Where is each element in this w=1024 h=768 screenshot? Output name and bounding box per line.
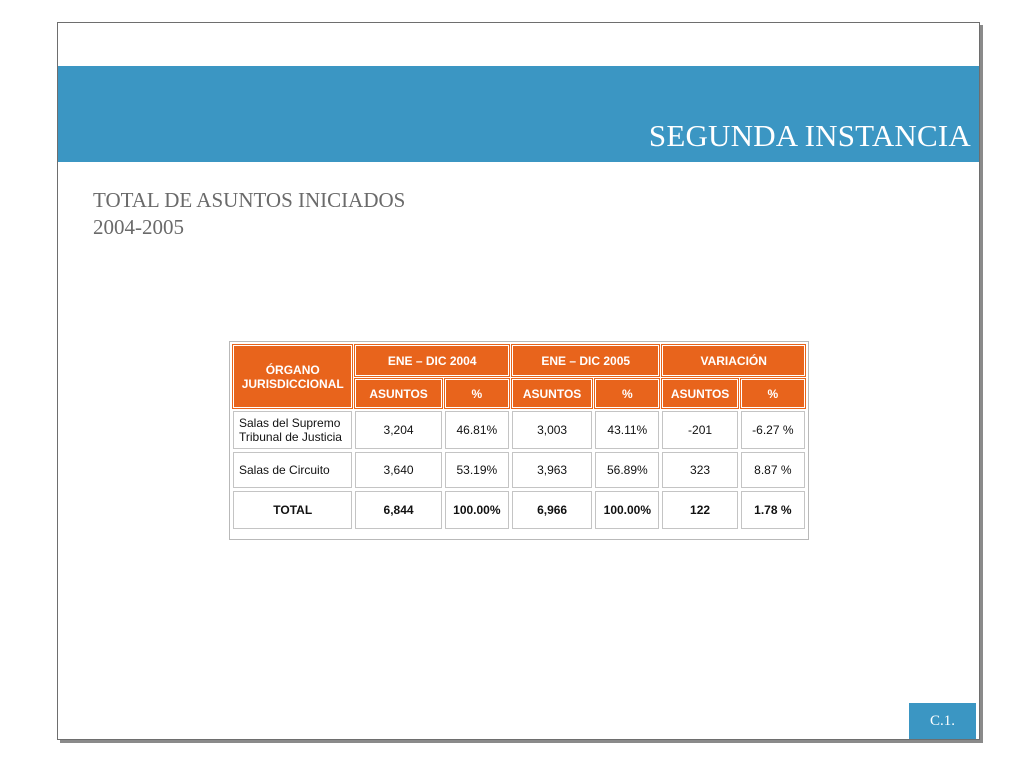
subheader-pct-2005: % (594, 378, 661, 409)
cell-organo: Salas de Circuito (233, 452, 353, 488)
table-row: Salas del Supremo Tribunal de Justicia 3… (233, 411, 805, 449)
total-row: TOTAL 6,844 100.00% 6,966 100.00% 122 1.… (233, 491, 805, 529)
subtitle-line-1: TOTAL DE ASUNTOS INICIADOS (93, 188, 406, 212)
subheader-asuntos-2005: ASUNTOS (510, 378, 594, 409)
slide-number-badge: C.1. (909, 703, 976, 739)
cell-total-pct-2004: 100.00% (444, 491, 509, 529)
title-banner: SEGUNDA INSTANCIA (58, 66, 979, 162)
cell-asuntos-2005: 3,963 (511, 452, 593, 488)
data-table: ÓRGANO JURISDICCIONAL ENE – DIC 2004 ENE… (230, 342, 808, 532)
cell-pct-2004: 46.81% (444, 411, 509, 449)
cell-pct-2004: 53.19% (444, 452, 509, 488)
header-2005: ENE – DIC 2005 (510, 344, 661, 377)
cell-asuntos-2004: 3,640 (355, 452, 442, 488)
cell-pct-variacion: -6.27 % (740, 411, 805, 449)
subheader-pct-2004: % (443, 378, 510, 409)
header-organo: ÓRGANO JURISDICCIONAL (231, 344, 354, 409)
slide-number: C.1. (929, 712, 955, 729)
cell-pct-2005: 56.89% (595, 452, 660, 488)
data-table-frame: ÓRGANO JURISDICCIONAL ENE – DIC 2004 ENE… (229, 341, 809, 540)
subheader-asuntos-2004: ASUNTOS (354, 378, 443, 409)
cell-asuntos-2004: 3,204 (355, 411, 442, 449)
subtitle: TOTAL DE ASUNTOS INICIADOS 2004-2005 (93, 187, 405, 241)
header-variacion: VARIACIÓN (661, 344, 806, 377)
table-row: Salas de Circuito 3,640 53.19% 3,963 56.… (233, 452, 805, 488)
cell-pct-2005: 43.11% (595, 411, 660, 449)
cell-organo: Salas del Supremo Tribunal de Justicia (233, 411, 353, 449)
cell-total-asuntos-2004: 6,844 (355, 491, 442, 529)
cell-total-asuntos-2005: 6,966 (511, 491, 593, 529)
cell-pct-variacion: 8.87 % (740, 452, 805, 488)
subheader-asuntos-variacion: ASUNTOS (661, 378, 739, 409)
slide: SEGUNDA INSTANCIA TOTAL DE ASUNTOS INICI… (57, 22, 980, 740)
header-2004: ENE – DIC 2004 (354, 344, 510, 377)
cell-total-pct-2005: 100.00% (595, 491, 660, 529)
cell-total-pct-variacion: 1.78 % (740, 491, 805, 529)
cell-asuntos-variacion: -201 (662, 411, 738, 449)
cell-total-label: TOTAL (233, 491, 353, 529)
cell-total-asuntos-variacion: 122 (662, 491, 738, 529)
cell-asuntos-2005: 3,003 (511, 411, 593, 449)
subheader-pct-variacion: % (739, 378, 807, 409)
page-title: SEGUNDA INSTANCIA (648, 118, 971, 153)
subtitle-line-2: 2004-2005 (93, 215, 184, 239)
cell-asuntos-variacion: 323 (662, 452, 738, 488)
